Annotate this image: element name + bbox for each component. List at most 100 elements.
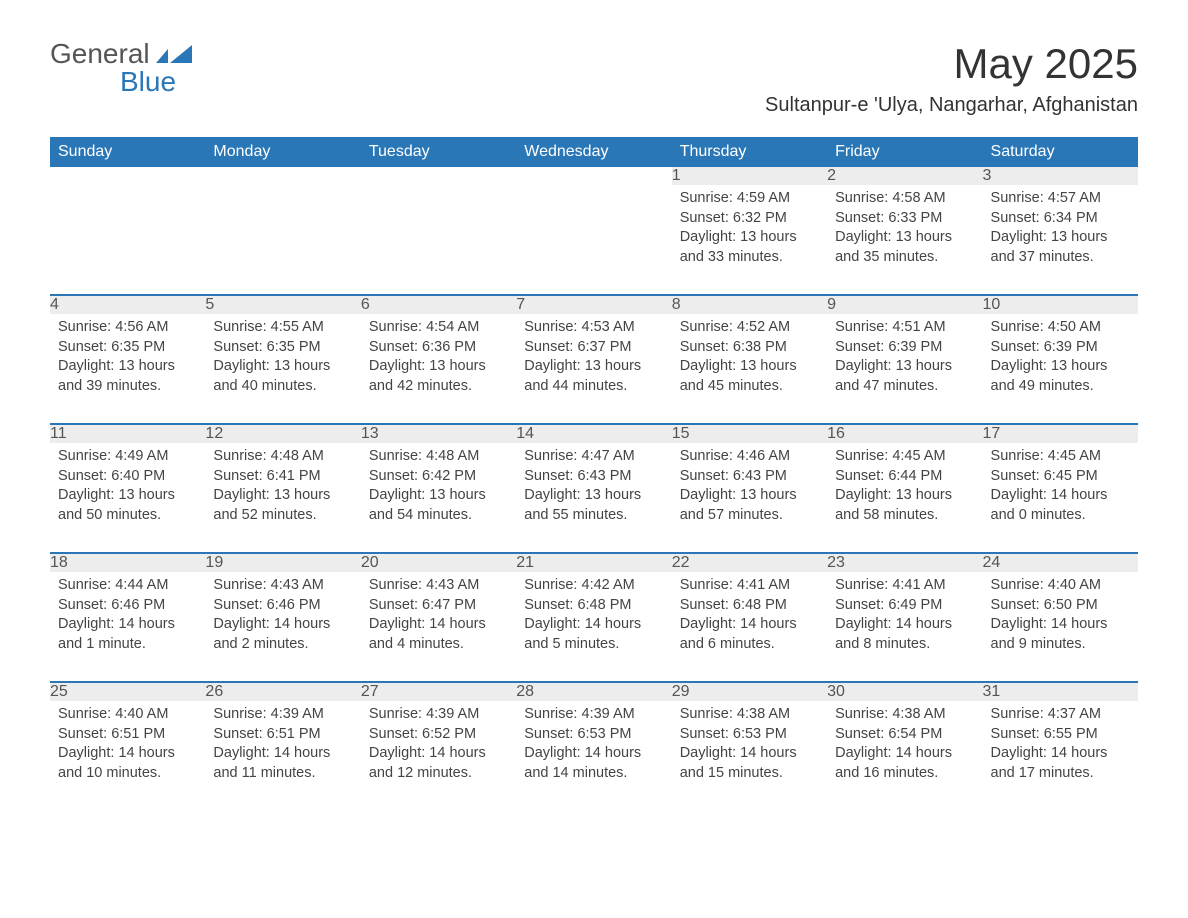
sunset-line-label: Sunset: (680, 597, 733, 613)
sunrise-line-value: 4:38 AM (737, 706, 790, 722)
week-daynum-row: 18192021222324 (50, 553, 1138, 572)
daylight-line: Daylight: 13 hours and 37 minutes. (991, 228, 1130, 267)
sunset-line-value: 6:37 PM (577, 339, 631, 355)
week-content-row: Sunrise: 4:56 AMSunset: 6:35 PMDaylight:… (50, 314, 1138, 424)
day-number: 11 (50, 424, 205, 443)
sunset-line: Sunset: 6:39 PM (835, 338, 974, 358)
sunset-line-label: Sunset: (680, 468, 733, 484)
sunrise-line: Sunrise: 4:44 AM (58, 576, 197, 596)
empty-daynum (516, 167, 671, 185)
day-number: 6 (361, 295, 516, 314)
sunset-line-value: 6:40 PM (111, 468, 165, 484)
daylight-line: Daylight: 14 hours and 11 minutes. (213, 744, 352, 783)
day-number: 16 (827, 424, 982, 443)
sunset-line: Sunset: 6:38 PM (680, 338, 819, 358)
sunset-line-value: 6:50 PM (1044, 597, 1098, 613)
sunset-line-label: Sunset: (680, 339, 733, 355)
daylight-line-label: Daylight: (369, 745, 429, 761)
sunrise-line: Sunrise: 4:39 AM (524, 705, 663, 725)
sunrise-line: Sunrise: 4:52 AM (680, 318, 819, 338)
sunset-line-value: 6:53 PM (577, 726, 631, 742)
day-number: 22 (672, 553, 827, 572)
sunset-line-value: 6:41 PM (267, 468, 321, 484)
sunset-line: Sunset: 6:45 PM (991, 467, 1130, 487)
sunset-line: Sunset: 6:52 PM (369, 725, 508, 745)
sunset-line-value: 6:55 PM (1044, 726, 1098, 742)
sunset-line-value: 6:33 PM (888, 210, 942, 226)
sunrise-line-value: 4:39 AM (271, 706, 324, 722)
sunset-line: Sunset: 6:54 PM (835, 725, 974, 745)
sunrise-line: Sunrise: 4:48 AM (369, 447, 508, 467)
sunrise-line-value: 4:41 AM (737, 577, 790, 593)
sunrise-line-label: Sunrise: (524, 448, 581, 464)
daylight-line-label: Daylight: (991, 487, 1051, 503)
daylight-line-label: Daylight: (835, 229, 895, 245)
sunrise-line-label: Sunrise: (213, 706, 270, 722)
day-cell: Sunrise: 4:52 AMSunset: 6:38 PMDaylight:… (672, 314, 827, 424)
day-cell: Sunrise: 4:38 AMSunset: 6:53 PMDaylight:… (672, 701, 827, 811)
sunrise-line: Sunrise: 4:51 AM (835, 318, 974, 338)
daylight-line-label: Daylight: (213, 487, 273, 503)
week-daynum-row: 123 (50, 167, 1138, 185)
sunrise-line: Sunrise: 4:48 AM (213, 447, 352, 467)
sunset-line: Sunset: 6:42 PM (369, 467, 508, 487)
sunset-line-value: 6:54 PM (888, 726, 942, 742)
sunrise-line-value: 4:48 AM (271, 448, 324, 464)
sunrise-line-value: 4:37 AM (1048, 706, 1101, 722)
sunset-line-label: Sunset: (991, 468, 1044, 484)
sunset-line-value: 6:36 PM (422, 339, 476, 355)
sunset-line: Sunset: 6:41 PM (213, 467, 352, 487)
sunset-line: Sunset: 6:46 PM (58, 596, 197, 616)
sunrise-line: Sunrise: 4:45 AM (991, 447, 1130, 467)
sunrise-line-value: 4:40 AM (1048, 577, 1101, 593)
sunrise-line: Sunrise: 4:42 AM (524, 576, 663, 596)
day-number: 21 (516, 553, 671, 572)
day-cell: Sunrise: 4:48 AMSunset: 6:42 PMDaylight:… (361, 443, 516, 553)
daylight-line-label: Daylight: (524, 358, 584, 374)
daylight-line: Daylight: 13 hours and 33 minutes. (680, 228, 819, 267)
page-header: General Blue May 2025 Sultanpur-e 'Ulya,… (50, 40, 1138, 129)
week-content-row: Sunrise: 4:49 AMSunset: 6:40 PMDaylight:… (50, 443, 1138, 553)
daylight-line-label: Daylight: (524, 745, 584, 761)
empty-cell (205, 185, 360, 295)
sunrise-line-value: 4:55 AM (271, 319, 324, 335)
sunset-line-label: Sunset: (680, 210, 733, 226)
sunset-line: Sunset: 6:53 PM (680, 725, 819, 745)
sunrise-line-value: 4:46 AM (737, 448, 790, 464)
sunrise-line-value: 4:42 AM (582, 577, 635, 593)
sunset-line-label: Sunset: (369, 339, 422, 355)
daylight-line-label: Daylight: (369, 487, 429, 503)
daylight-line-label: Daylight: (58, 358, 118, 374)
day-number: 4 (50, 295, 205, 314)
sunset-line-value: 6:38 PM (733, 339, 787, 355)
sunset-line: Sunset: 6:32 PM (680, 209, 819, 229)
sunset-line-label: Sunset: (213, 468, 266, 484)
daylight-line-label: Daylight: (680, 358, 740, 374)
daylight-line: Daylight: 14 hours and 6 minutes. (680, 615, 819, 654)
sunset-line-value: 6:42 PM (422, 468, 476, 484)
sunrise-line-label: Sunrise: (680, 319, 737, 335)
daylight-line: Daylight: 13 hours and 54 minutes. (369, 486, 508, 525)
sunrise-line-value: 4:58 AM (892, 190, 945, 206)
sunset-line-label: Sunset: (991, 726, 1044, 742)
sunset-line-label: Sunset: (369, 468, 422, 484)
empty-daynum (50, 167, 205, 185)
sunrise-line-value: 4:41 AM (892, 577, 945, 593)
sunrise-line: Sunrise: 4:41 AM (835, 576, 974, 596)
daylight-line: Daylight: 14 hours and 10 minutes. (58, 744, 197, 783)
sunrise-line-value: 4:53 AM (582, 319, 635, 335)
sunrise-line-label: Sunrise: (213, 319, 270, 335)
sunrise-line: Sunrise: 4:39 AM (213, 705, 352, 725)
day-number: 28 (516, 682, 671, 701)
sunset-line-label: Sunset: (991, 339, 1044, 355)
sunset-line-label: Sunset: (213, 726, 266, 742)
day-cell: Sunrise: 4:45 AMSunset: 6:44 PMDaylight:… (827, 443, 982, 553)
day-number: 9 (827, 295, 982, 314)
sunrise-line: Sunrise: 4:38 AM (680, 705, 819, 725)
sunrise-line: Sunrise: 4:41 AM (680, 576, 819, 596)
sunset-line-value: 6:35 PM (111, 339, 165, 355)
sunset-line: Sunset: 6:50 PM (991, 596, 1130, 616)
sunset-line-value: 6:45 PM (1044, 468, 1098, 484)
sunset-line: Sunset: 6:48 PM (680, 596, 819, 616)
sunset-line-label: Sunset: (524, 468, 577, 484)
